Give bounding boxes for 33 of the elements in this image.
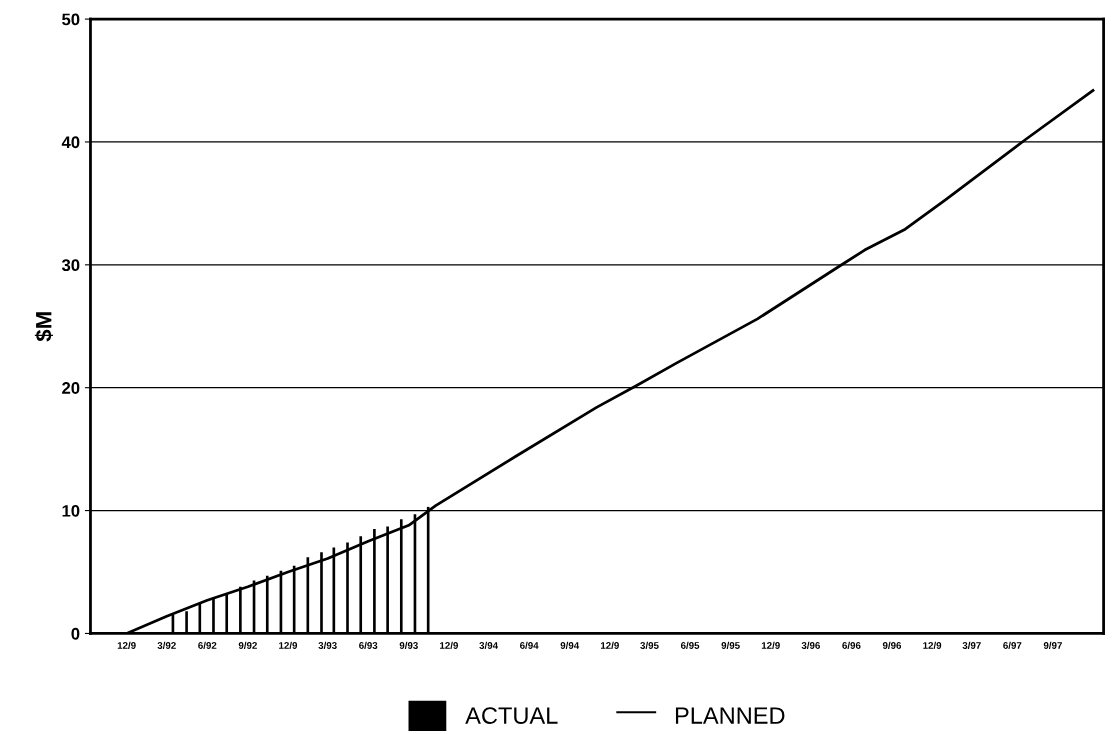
x-tick-label: 6/95 (680, 641, 700, 650)
x-tick-label: 3/93 (318, 641, 337, 650)
x-tick-label: 12/9 (923, 641, 942, 650)
x-tick-label: 6/92 (198, 641, 217, 650)
x-tick-label: 9/93 (399, 641, 418, 650)
x-tick-label: 9/97 (1043, 641, 1062, 650)
legend-label: ACTUAL (465, 707, 558, 724)
y-axis-title: $M (34, 312, 54, 342)
x-tick-label: 3/97 (962, 641, 981, 650)
x-tick-label: 12/9 (279, 641, 298, 650)
x-tick-label: 9/92 (238, 641, 257, 650)
x-tick-label: 6/96 (842, 641, 861, 650)
x-tick-label: 6/93 (359, 641, 378, 650)
y-tick-label: 20 (62, 382, 80, 394)
x-tick-label: 9/95 (721, 641, 740, 650)
legend-label: PLANNED (675, 707, 785, 724)
y-tick-label: 30 (61, 259, 80, 272)
x-tick-label: 3/94 (479, 641, 498, 650)
y-tick-label: 50 (62, 13, 80, 26)
x-tick-label: 12/9 (117, 641, 136, 650)
x-tick-label: 3/92 (157, 641, 176, 650)
y-tick-label: 0 (71, 627, 80, 640)
x-tick-label: 6/97 (1003, 641, 1022, 650)
x-tick-label: 3/96 (801, 641, 820, 650)
x-tick-label: 12/9 (440, 641, 459, 650)
x-tick-label: 9/94 (560, 641, 580, 650)
y-tick-label: 40 (61, 136, 80, 149)
y-tick-label: 10 (62, 504, 80, 517)
x-tick-label: 12/9 (761, 641, 780, 650)
x-tick-label: 12/9 (600, 641, 619, 650)
x-tick-label: 3/95 (640, 641, 659, 650)
x-tick-label: 9/96 (882, 641, 902, 650)
x-tick-label: 6/94 (520, 641, 539, 650)
